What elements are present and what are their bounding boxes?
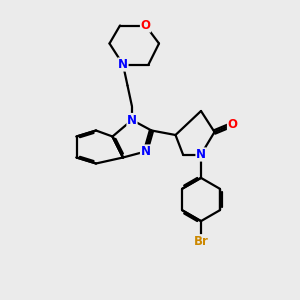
Text: N: N [118,58,128,71]
Text: N: N [196,148,206,161]
Text: O: O [227,118,238,131]
Text: N: N [140,145,151,158]
Text: O: O [140,19,151,32]
Text: Br: Br [194,235,208,248]
Text: N: N [127,113,137,127]
